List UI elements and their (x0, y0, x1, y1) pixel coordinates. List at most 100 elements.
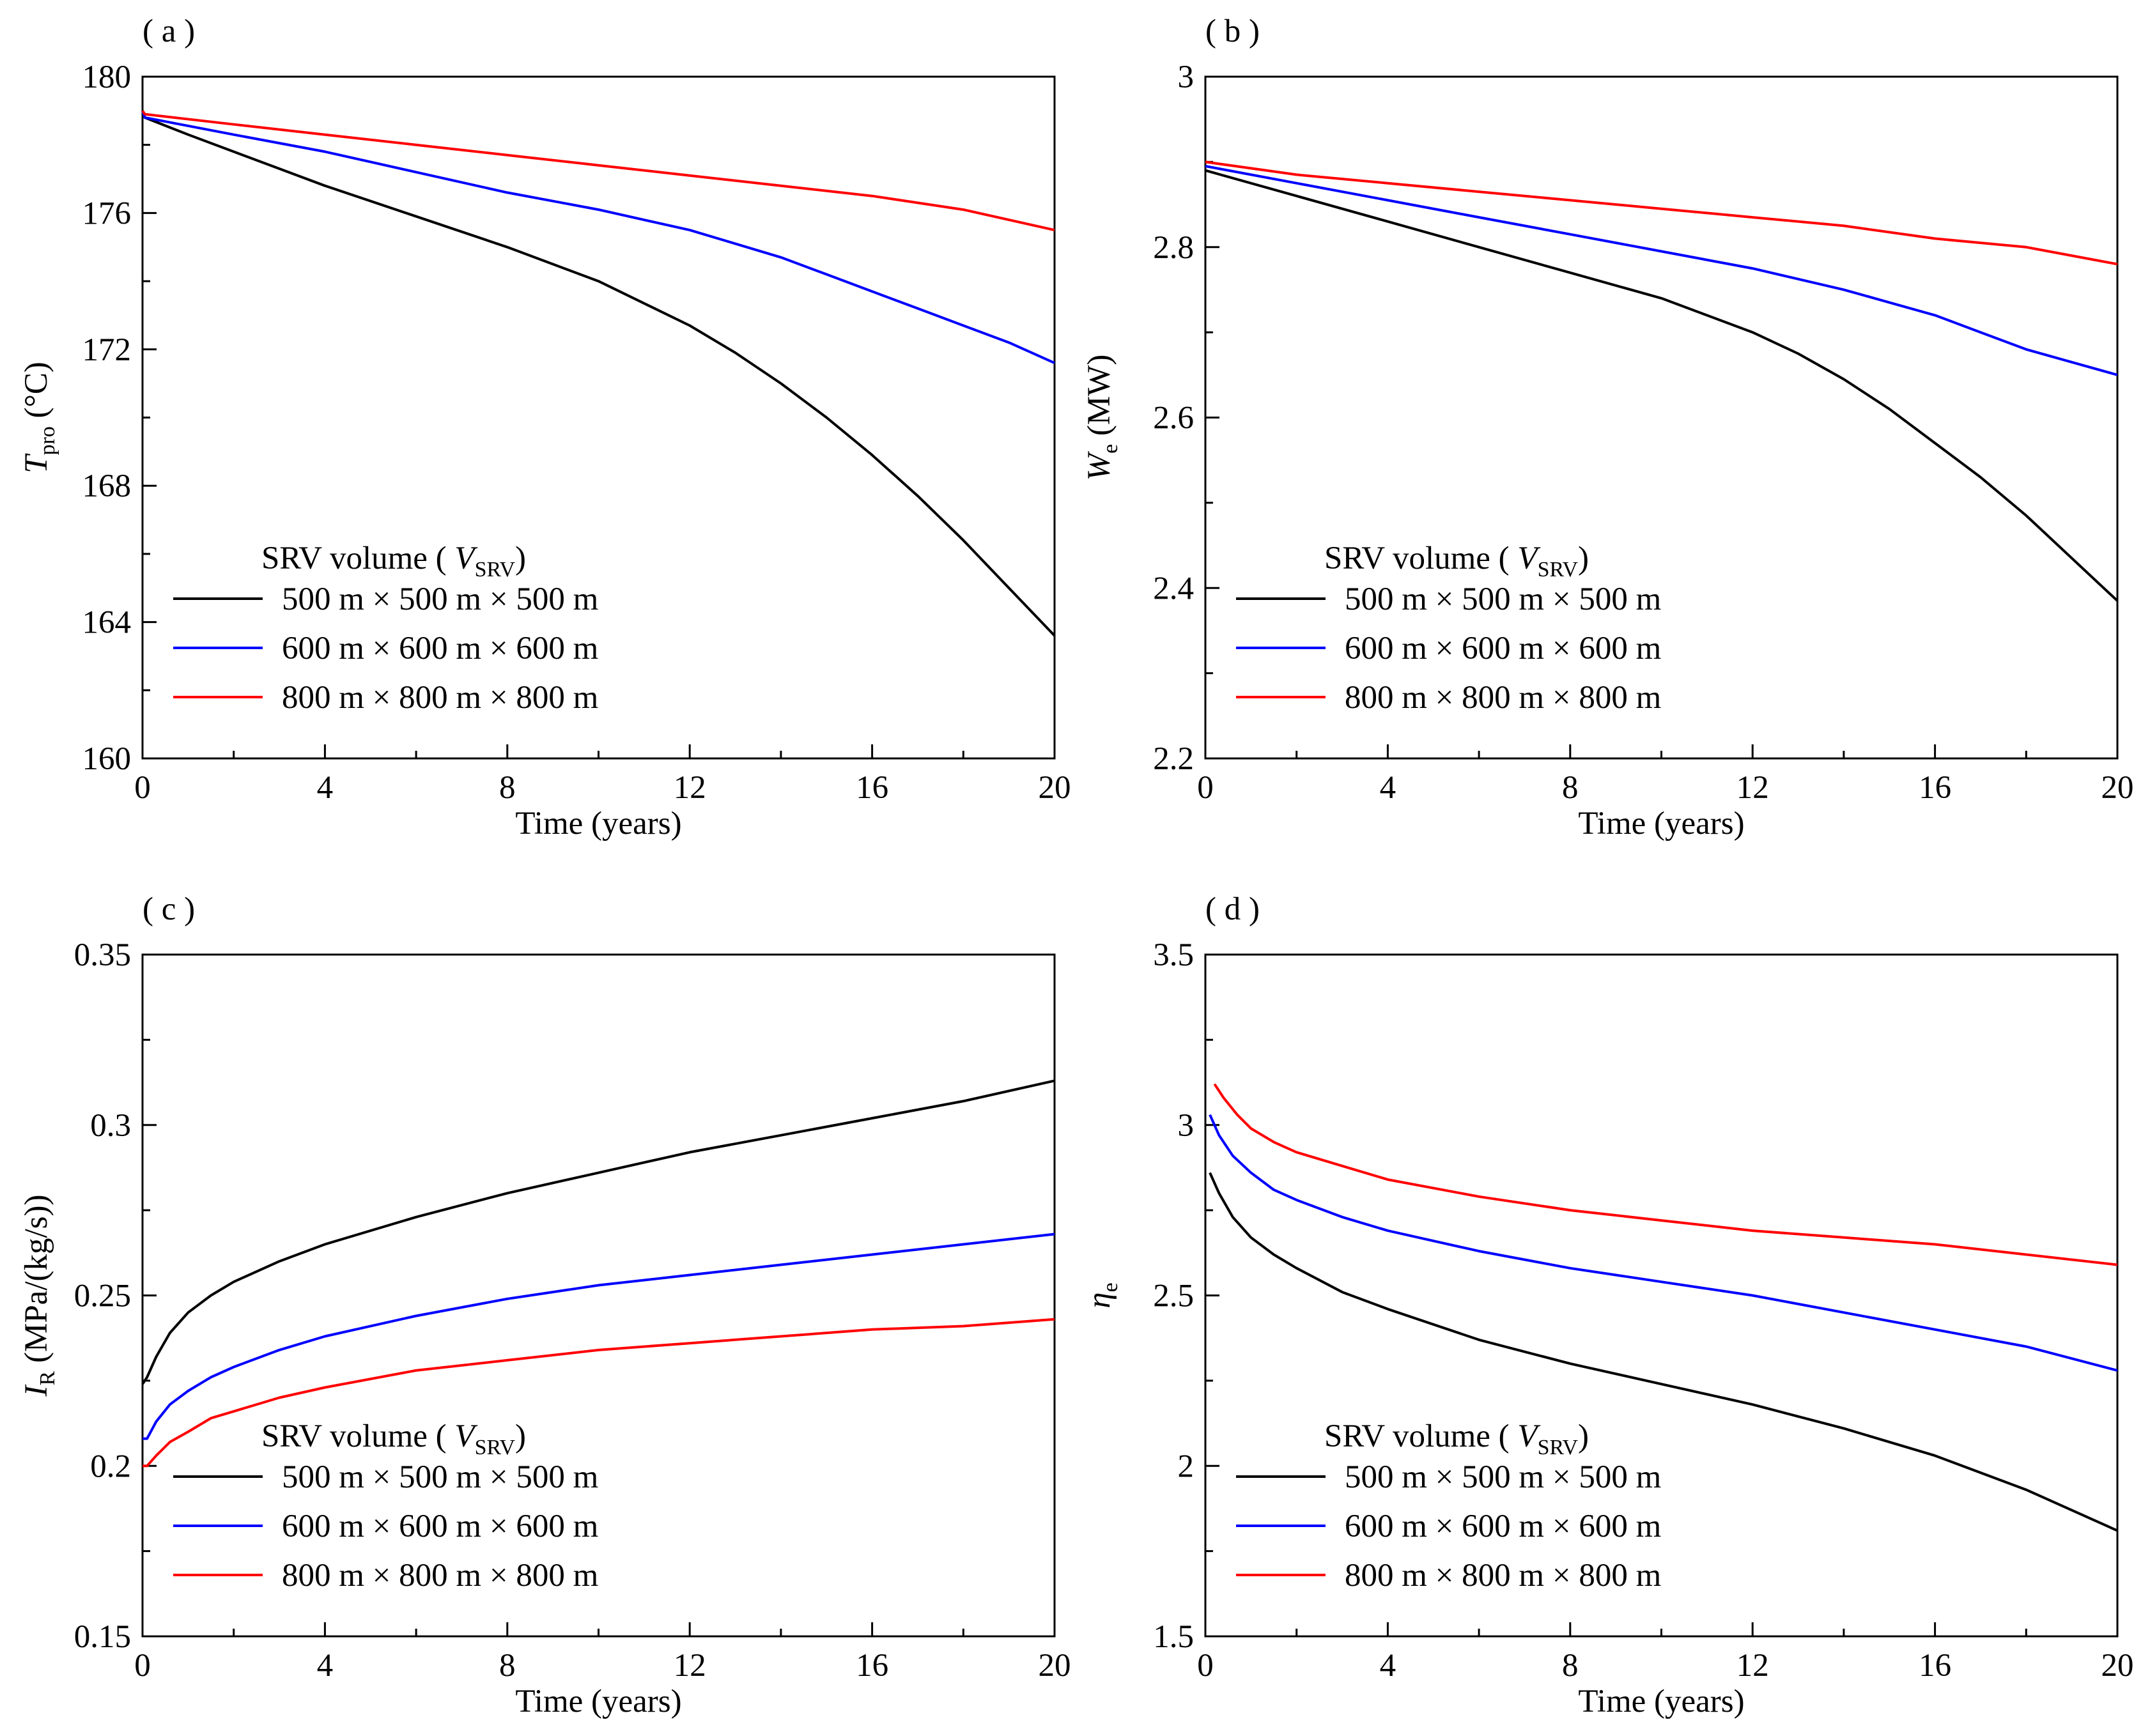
x-tick-label: 20 (1039, 1648, 1071, 1684)
series-line-1 (141, 1079, 1055, 1385)
x-tick-label: 8 (499, 770, 516, 806)
legend-title-sub: SRV (1538, 558, 1579, 581)
chart-panel-d: ( d ) 0 4 8 12 16 20 1.5 2 2.5 3 3.5 Time (years) ηe S… (1081, 891, 2134, 1719)
legend-title-sub: SRV (475, 558, 516, 581)
y-axis-label: ηe (1081, 1282, 1122, 1308)
series-line-2 (1209, 1114, 2118, 1372)
legend-entry-1: 500 m × 500 m × 500 m (1345, 581, 1661, 617)
y-tick-label: 0.15 (74, 1619, 131, 1655)
legend-entry-2: 600 m × 600 m × 600 m (1345, 1509, 1661, 1544)
y-axis-label: IR (MPa/(kg/s)) (19, 1195, 59, 1397)
legend-title-end: ) (515, 541, 526, 576)
panel-label: ( a ) (143, 13, 195, 49)
y-tick-label: 176 (82, 196, 132, 231)
legend-entry-2: 600 m × 600 m × 600 m (282, 1509, 598, 1544)
legend: SRV volume ( VSRV)500 m × 500 m × 500 m 6… (1236, 541, 1661, 716)
y-tick-label: 0.25 (74, 1279, 131, 1314)
legend-title-text: SRV volume ( (261, 541, 454, 576)
y-tick-label: 2.6 (1153, 401, 1194, 436)
legend: SRV volume ( VSRV)500 m × 500 m × 500 m6… (173, 1418, 598, 1594)
x-axis-label: Time (years) (515, 1684, 681, 1719)
x-tick-label: 4 (317, 1648, 334, 1684)
plot-frame (1204, 953, 2119, 1638)
chart-panel-c: ( c ) 0 4 8 12 16 20 0.15 0.2 0.25 0.3 0.35 Time (ye… (19, 891, 1071, 1719)
legend-entry-2: 600 m × 600 m × 600 m (1345, 631, 1661, 666)
x-tick-label: 16 (1919, 1648, 1951, 1684)
x-tick-label: 12 (1736, 770, 1769, 806)
y-tick-label: 160 (82, 741, 132, 777)
y-tick-label: 180 (82, 59, 132, 95)
series-line-2 (1205, 165, 2118, 376)
series-line-1 (141, 110, 1056, 637)
y-tick-label: 2.5 (1153, 1279, 1194, 1314)
legend-title-text: SRV volume ( (261, 1418, 454, 1454)
legend-entry-3: 800 m × 800 m × 800 m (282, 1558, 598, 1594)
chart-panel-b: ( b ) 0 4 8 12 16 20 2.2 2.4 2.6 2.8 3 Time (years) W… (1081, 13, 2134, 841)
chart-panel-a: ( a ) 0 4 8 12 16 20 160 164 168 172 176 180 Time (ye… (19, 13, 1071, 841)
y-axis-subscript: pro (36, 426, 59, 455)
y-axis-symbol: I (19, 1384, 54, 1397)
y-tick-label: 168 (82, 468, 132, 504)
x-tick-label: 16 (856, 770, 888, 806)
y-tick-label: 2.8 (1153, 230, 1194, 266)
x-tick-label: 16 (856, 1648, 888, 1684)
series-line-1 (1205, 169, 2119, 602)
x-tick-label: 0 (1197, 1648, 1214, 1684)
legend-title-end: ) (515, 1418, 526, 1454)
legend-title: SRV volume ( VSRV) (1324, 1418, 1589, 1459)
legend-title-sub: SRV (475, 1436, 516, 1459)
legend-entry-3: 800 m × 800 m × 800 m (282, 680, 598, 716)
legend-entry-3: 800 m × 800 m × 800 m (1345, 1558, 1661, 1594)
plot-frame (141, 953, 1056, 1638)
x-tick-label: 4 (317, 770, 334, 806)
legend-entry-2: 600 m × 600 m × 600 m (282, 631, 598, 666)
series-line-3 (1205, 160, 2118, 266)
panel-label: ( c ) (143, 891, 195, 927)
x-axis-label: Time (years) (515, 806, 681, 841)
x-tick-label: 4 (1380, 770, 1396, 806)
plot-frame (141, 75, 1056, 760)
y-tick-label: 3 (1178, 1108, 1195, 1144)
y-axis-subscript: e (1099, 1282, 1122, 1292)
legend: SRV volume ( VSRV)500 m × 500 m × 500 m 6… (1236, 1418, 1661, 1594)
legend-title-var: V (454, 541, 478, 576)
x-tick-label: 20 (1039, 770, 1071, 806)
legend-title: SRV volume ( VSRV) (1324, 541, 1589, 581)
y-tick-label: 2.2 (1153, 741, 1194, 777)
legend-title-var: V (1517, 1418, 1541, 1454)
y-tick-label: 0.2 (90, 1448, 131, 1484)
x-tick-label: 12 (1736, 1648, 1769, 1684)
x-tick-label: 20 (2101, 1648, 2134, 1684)
x-axis-label: Time (years) (1578, 1684, 1744, 1719)
x-tick-label: 8 (499, 1648, 516, 1684)
y-axis-subscript: R (36, 1371, 59, 1385)
panel-label: ( b ) (1205, 13, 1260, 49)
y-tick-label: 2 (1178, 1448, 1195, 1484)
legend-entry-1: 500 m × 500 m × 500 m (282, 581, 598, 617)
y-axis-unit: (°C) (19, 362, 54, 426)
legend-title-end: ) (1578, 1418, 1589, 1454)
legend-title: SRV volume ( VSRV) (261, 1418, 526, 1459)
y-tick-label: 3.5 (1153, 937, 1194, 973)
series-line-2 (141, 110, 1055, 364)
legend-title-sub: SRV (1538, 1436, 1579, 1459)
legend: SRV volume ( VSRV) 500 m × 500 m × 500 m 6… (173, 541, 598, 716)
x-tick-label: 12 (674, 1648, 706, 1684)
legend-entry-1: 500 m × 500 m × 500 m (1345, 1459, 1661, 1495)
series-line-1 (1209, 1172, 2118, 1532)
x-tick-label: 20 (2101, 770, 2134, 806)
legend-title-var: V (454, 1418, 478, 1454)
y-tick-label: 3 (1178, 59, 1195, 95)
y-axis-subscript: e (1099, 444, 1122, 454)
y-tick-label: 0.35 (74, 937, 131, 973)
y-tick-label: 2.4 (1153, 571, 1194, 606)
legend-title-var: V (1517, 541, 1541, 576)
x-tick-label: 16 (1919, 770, 1951, 806)
y-axis-symbol: W (1081, 450, 1117, 480)
x-tick-label: 8 (1562, 1648, 1579, 1684)
y-tick-label: 1.5 (1153, 1619, 1194, 1655)
y-axis-unit: (MPa/(kg/s)) (19, 1195, 54, 1371)
y-tick-label: 164 (82, 605, 132, 641)
x-axis-label: Time (years) (1578, 806, 1744, 841)
